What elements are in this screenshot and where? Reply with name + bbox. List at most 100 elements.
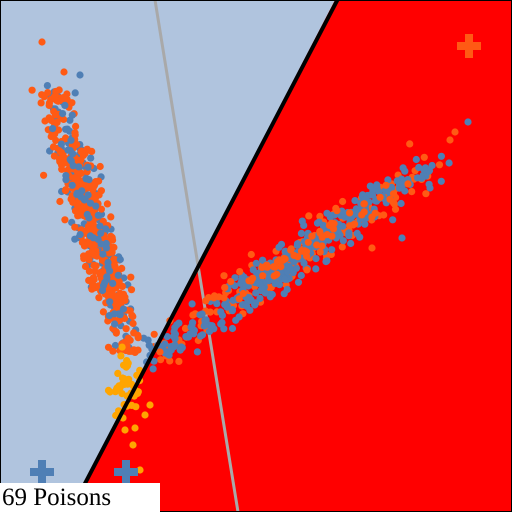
orange-point <box>60 115 68 123</box>
blue-point <box>228 306 236 314</box>
blue-point <box>111 341 119 350</box>
orange-point <box>210 294 218 302</box>
blue-point <box>178 344 186 352</box>
orange-point <box>227 278 235 286</box>
orange-point <box>72 122 80 130</box>
orange-point <box>95 191 103 199</box>
orange-point <box>150 330 158 338</box>
blue-point <box>328 246 336 254</box>
orange-point <box>220 272 228 280</box>
orange-point <box>301 247 309 255</box>
orange-point <box>236 268 244 276</box>
orange-point <box>63 90 71 98</box>
orange-point <box>368 213 376 221</box>
orange-point <box>80 252 88 260</box>
blue-point <box>193 348 201 356</box>
blue-point <box>412 155 420 164</box>
orange-point <box>239 289 247 298</box>
blue-point <box>268 290 276 299</box>
blue-point <box>259 256 267 264</box>
orange-point <box>53 118 61 126</box>
blue-point <box>401 187 409 195</box>
blue-point <box>167 346 175 354</box>
orange-point <box>60 68 68 76</box>
blue-point <box>437 177 445 185</box>
orange-point <box>270 263 278 271</box>
blue-point <box>94 211 102 219</box>
blue-point <box>205 327 214 336</box>
blue-point <box>161 340 169 348</box>
orange-point <box>258 263 266 272</box>
blue-point <box>319 221 327 230</box>
blue-point <box>86 199 95 207</box>
blue-point <box>246 296 254 304</box>
orange-point <box>96 162 104 171</box>
orange-point <box>85 276 93 284</box>
blue-point <box>175 319 183 327</box>
blue-point <box>249 266 257 274</box>
blue-point <box>281 275 289 283</box>
blue-point <box>106 298 114 306</box>
blue-point <box>369 191 377 199</box>
orange-point <box>329 225 338 233</box>
poison-point <box>131 424 139 432</box>
orange-point <box>110 256 118 264</box>
blue-point <box>398 234 406 242</box>
orange-point <box>127 347 135 355</box>
poison-point <box>124 359 132 367</box>
blue-point <box>66 155 74 163</box>
blue-point <box>294 278 303 286</box>
blue-point <box>277 240 286 248</box>
orange-point <box>316 248 324 256</box>
blue-point <box>85 176 93 184</box>
blue-point <box>111 320 119 328</box>
blue-point <box>220 325 228 333</box>
orange-point <box>130 329 138 337</box>
blue-point <box>218 319 226 327</box>
blue-point <box>347 239 355 248</box>
blue-point <box>297 229 305 237</box>
orange-point <box>316 212 324 220</box>
orange-point <box>126 336 134 344</box>
orange-point <box>404 180 412 188</box>
orange-point <box>68 99 76 107</box>
orange-point <box>91 181 99 189</box>
orange-class-plus-icon <box>457 34 481 58</box>
orange-point <box>406 140 414 148</box>
blue-point <box>144 336 152 344</box>
orange-point <box>221 284 229 292</box>
blue-point <box>89 234 97 242</box>
blue-point <box>150 357 158 365</box>
orange-point <box>37 99 45 107</box>
blue-point <box>351 210 359 218</box>
orange-point <box>391 205 400 213</box>
orange-point <box>259 272 267 280</box>
orange-point <box>62 134 70 142</box>
orange-point <box>446 136 454 144</box>
blue-point <box>238 276 246 284</box>
blue-class-plus-icon <box>114 460 138 484</box>
orange-point <box>108 248 116 256</box>
orange-point <box>89 225 97 233</box>
orange-point <box>108 233 116 242</box>
orange-point <box>333 207 341 215</box>
orange-point <box>305 212 313 220</box>
orange-point <box>108 290 117 298</box>
orange-point <box>389 190 398 198</box>
blue-point <box>69 150 77 158</box>
blue-point <box>92 202 100 210</box>
blue-point <box>103 273 111 281</box>
blue-point <box>300 221 308 229</box>
blue-point <box>184 333 193 341</box>
orange-point <box>294 253 302 261</box>
orange-point <box>78 205 87 213</box>
blue-class-plus-icon <box>30 460 54 484</box>
orange-point <box>338 243 346 251</box>
orange-point <box>122 325 130 333</box>
orange-point <box>235 295 243 303</box>
poison-point <box>129 441 137 449</box>
orange-point <box>93 252 101 260</box>
blue-point <box>119 305 128 313</box>
blue-point <box>255 280 263 288</box>
